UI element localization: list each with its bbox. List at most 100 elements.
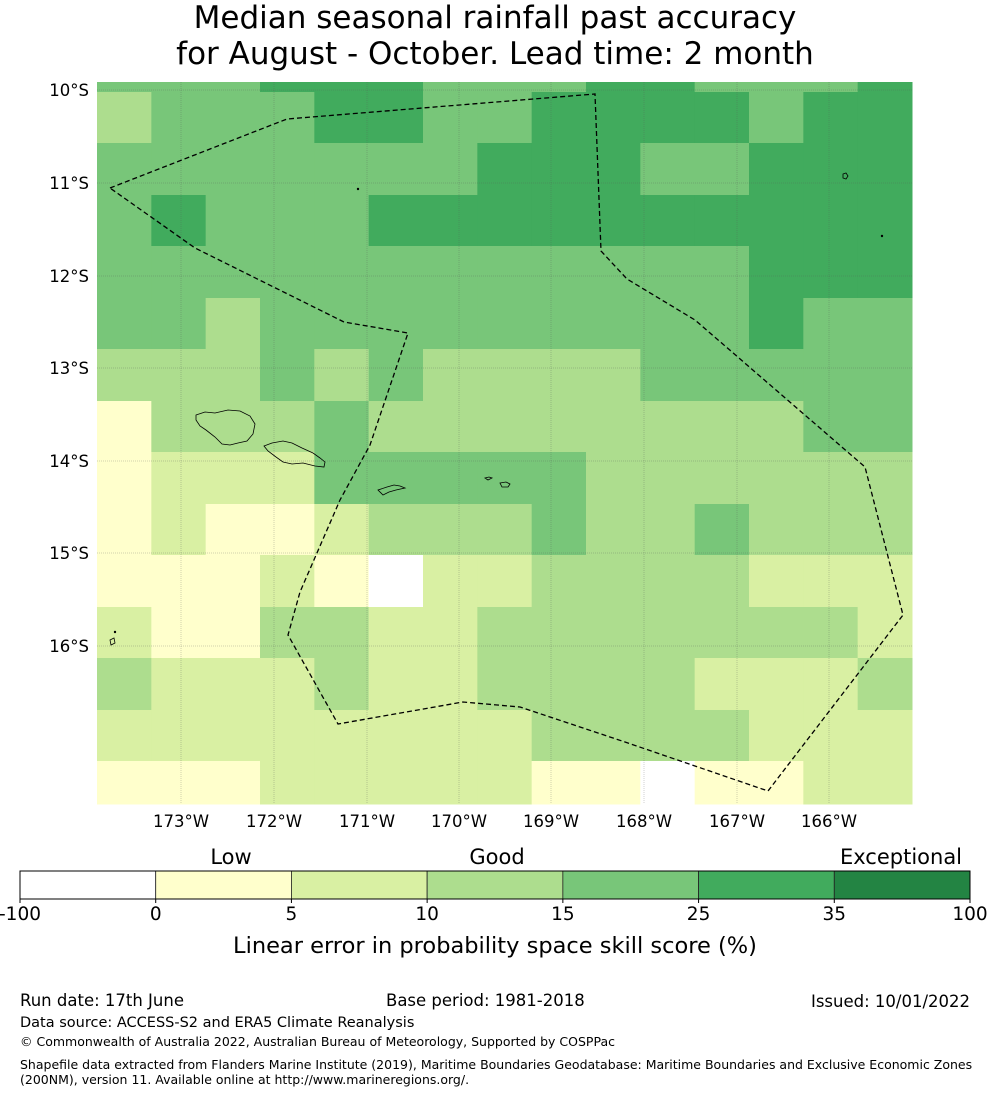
grid-cell — [803, 143, 859, 196]
grid-cell — [368, 504, 424, 556]
grid-cell — [314, 504, 370, 556]
grid-cell — [314, 349, 370, 402]
grid-cell — [368, 761, 424, 805]
lat-label: 10°S — [49, 81, 89, 100]
colorbar-tick-label: 0 — [150, 904, 162, 925]
grid-cell — [151, 658, 207, 711]
colorbar-segment — [19, 870, 157, 900]
grid-cell — [368, 195, 424, 247]
grid-cell — [857, 555, 913, 608]
grid-cell — [586, 143, 641, 196]
colorbar-segment — [426, 870, 564, 900]
grid-cell — [803, 504, 859, 556]
grid-cell — [857, 401, 913, 453]
grid-cell — [640, 401, 696, 453]
atoll-dot-3 — [113, 630, 117, 634]
grid-cell — [423, 195, 478, 247]
grid-cell — [640, 298, 696, 350]
grid-cell — [205, 555, 261, 608]
grid-cell — [531, 504, 587, 556]
grid-cell — [477, 658, 533, 711]
grid-cell — [749, 658, 804, 711]
grid-cell — [694, 246, 750, 299]
grid-cell — [314, 401, 370, 453]
grid-cell — [205, 761, 261, 805]
colorbar-segment — [698, 870, 835, 900]
rose-atoll — [109, 637, 116, 646]
lat-label: 15°S — [49, 544, 89, 563]
grid-cell — [694, 504, 750, 556]
grid-cell — [531, 710, 587, 762]
lat-label: 11°S — [49, 174, 89, 193]
grid-cell — [423, 504, 478, 556]
grid-cell — [586, 92, 641, 144]
grid-cell — [803, 195, 859, 247]
grid-cell — [368, 452, 424, 505]
grid-cell — [97, 555, 152, 608]
grid-cell — [749, 246, 804, 299]
grid-cell — [205, 658, 261, 711]
grid-cell — [640, 710, 696, 762]
grid-cell — [857, 607, 913, 659]
grid-cell — [749, 452, 804, 505]
grid-cell — [423, 710, 478, 762]
coastlines — [109, 172, 884, 646]
grid-cell — [640, 92, 696, 144]
grid-cell — [694, 452, 750, 505]
grid-cell — [205, 710, 261, 762]
grid-cell — [151, 143, 207, 196]
grid-cell — [531, 658, 587, 711]
grid-cell — [803, 82, 859, 93]
longitude-labels: 173°W 172°W 171°W 170°W 169°W 168°W 167°W 166°W — [153, 812, 857, 831]
grid-cell — [749, 349, 804, 402]
grid-cell — [640, 195, 696, 247]
grid-cell — [477, 504, 533, 556]
grid-cell — [97, 298, 152, 350]
lon-label: 170°W — [431, 812, 487, 831]
issued-date: Issued: 10/01/2022 — [810, 992, 970, 1011]
grid-cell — [857, 92, 913, 144]
grid-cell — [586, 761, 641, 805]
grid-cell — [640, 246, 696, 299]
colorbar-tick-label: 5 — [286, 904, 298, 925]
grid-cell — [368, 246, 424, 299]
grid-cell — [205, 246, 261, 299]
colorbar-tick-label: 100 — [952, 904, 987, 925]
grid-cell — [260, 607, 315, 659]
grid-cell — [857, 82, 913, 93]
grid-cell — [151, 92, 207, 144]
lon-label: 171°W — [339, 812, 395, 831]
grid-cell — [423, 349, 478, 402]
atoll-dot-2 — [880, 234, 884, 238]
grid-cell — [314, 761, 370, 805]
grid-cell — [640, 143, 696, 196]
grid-cell — [477, 401, 533, 453]
grid-cell — [586, 504, 641, 556]
grid-cell — [423, 607, 478, 659]
grid-cell — [368, 298, 424, 350]
grid-cell — [477, 143, 533, 196]
grid-cell — [314, 555, 370, 608]
grid-cell — [477, 195, 533, 247]
grid-cell — [531, 607, 587, 659]
grid-cell — [803, 761, 859, 805]
grid-cell — [586, 246, 641, 299]
grid-cell — [749, 401, 804, 453]
grid-cell — [586, 452, 641, 505]
grid-cell — [423, 658, 478, 711]
grid-cell — [368, 401, 424, 453]
lat-label: 13°S — [49, 359, 89, 378]
lon-label: 167°W — [709, 812, 765, 831]
grid-cell — [477, 555, 533, 608]
grid-cell — [640, 349, 696, 402]
grid-cell — [260, 555, 315, 608]
colorbar-label: Linear error in probability space skill … — [233, 933, 757, 959]
upolu-island — [263, 440, 326, 468]
grid-cell — [586, 658, 641, 711]
grid-cell — [857, 195, 913, 247]
grid-cell — [423, 143, 478, 196]
grid-cell — [97, 246, 152, 299]
grid-cell — [640, 607, 696, 659]
grid-cell — [423, 92, 478, 144]
